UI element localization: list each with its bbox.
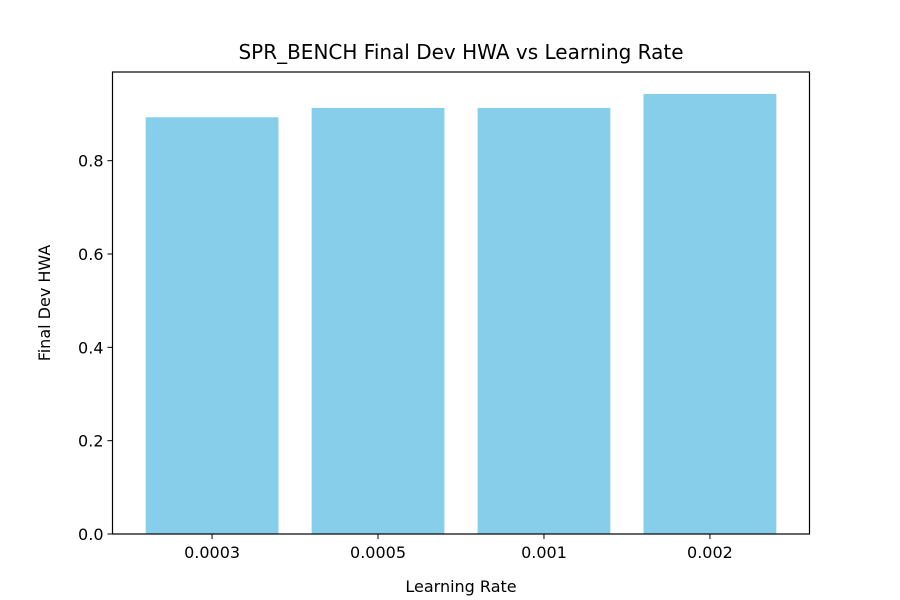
y-axis-ticks: 0.0 0.2 0.4 0.6 0.8	[78, 152, 113, 544]
y-tick-label: 0.8	[78, 152, 103, 171]
x-tick-label: 0.0003	[184, 543, 240, 562]
bar-0.0003	[145, 117, 279, 535]
bar-0.002	[643, 93, 777, 534]
bar-0.001	[477, 107, 611, 534]
y-tick-label: 0.6	[78, 245, 103, 264]
y-tick-label: 0.0	[78, 525, 103, 544]
x-tick-label: 0.0005	[350, 543, 406, 562]
x-axis-ticks: 0.0003 0.0005 0.001 0.002	[184, 534, 733, 562]
y-tick-label: 0.2	[78, 432, 103, 451]
bar-0.0005	[311, 107, 445, 534]
bars-group	[145, 93, 777, 535]
x-axis-label: Learning Rate	[405, 577, 516, 596]
chart-title: SPR_BENCH Final Dev HWA vs Learning Rate	[238, 40, 683, 64]
plot-frame	[111, 71, 811, 535]
x-tick-label: 0.002	[687, 543, 733, 562]
y-axis-label: Final Dev HWA	[35, 245, 54, 362]
x-tick-label: 0.001	[521, 543, 567, 562]
y-tick-label: 0.4	[78, 338, 103, 357]
